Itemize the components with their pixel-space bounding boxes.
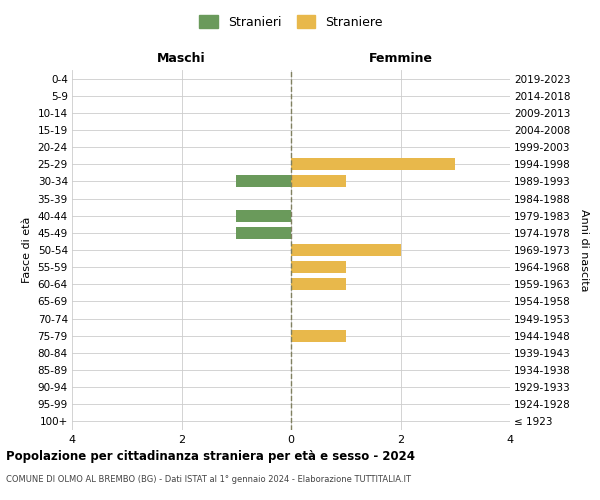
- Legend: Stranieri, Straniere: Stranieri, Straniere: [196, 12, 386, 32]
- Bar: [236, 210, 291, 222]
- Bar: [291, 244, 401, 256]
- Text: Femmine: Femmine: [368, 52, 433, 65]
- Y-axis label: Fasce di età: Fasce di età: [22, 217, 32, 283]
- Text: Maschi: Maschi: [157, 52, 206, 65]
- Y-axis label: Anni di nascita: Anni di nascita: [579, 209, 589, 291]
- Text: Popolazione per cittadinanza straniera per età e sesso - 2024: Popolazione per cittadinanza straniera p…: [6, 450, 415, 463]
- Bar: [291, 278, 346, 290]
- Bar: [236, 176, 291, 188]
- Bar: [291, 158, 455, 170]
- Text: COMUNE DI OLMO AL BREMBO (BG) - Dati ISTAT al 1° gennaio 2024 - Elaborazione TUT: COMUNE DI OLMO AL BREMBO (BG) - Dati IST…: [6, 475, 411, 484]
- Bar: [291, 176, 346, 188]
- Bar: [291, 330, 346, 342]
- Bar: [291, 261, 346, 273]
- Bar: [236, 227, 291, 239]
